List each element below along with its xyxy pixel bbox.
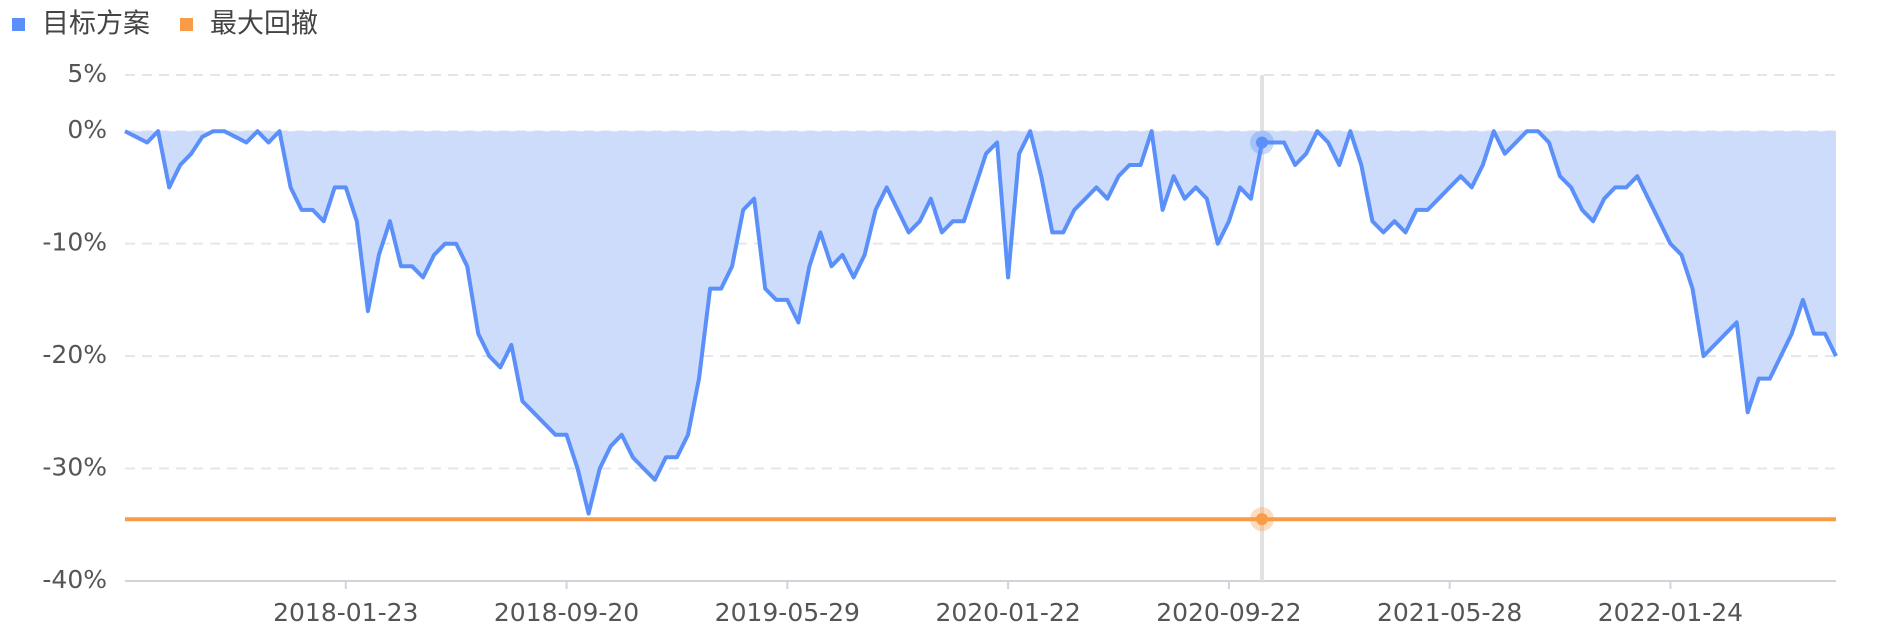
y-tick-label: -20% <box>42 340 107 369</box>
legend-swatch <box>180 18 193 31</box>
x-tick-label: 2018-01-23 <box>273 598 418 625</box>
series-line <box>124 129 1838 516</box>
legend-swatch <box>12 18 25 31</box>
y-tick-label: 5% <box>67 59 107 88</box>
y-tick-label: -10% <box>42 228 107 257</box>
x-tick-label: 2021-05-28 <box>1377 598 1522 625</box>
hover-dot <box>1255 513 1268 526</box>
x-tick-label: 2018-09-20 <box>494 598 639 625</box>
hover-dot <box>1255 136 1268 149</box>
x-tick-label: 2020-09-22 <box>1156 598 1301 625</box>
y-tick-label: -30% <box>42 453 107 482</box>
x-tick-label: 2019-05-29 <box>715 598 860 625</box>
legend-label: 目标方案 <box>42 9 150 40</box>
legend-label: 最大回撤 <box>210 9 318 40</box>
area <box>125 131 1836 514</box>
x-tick-label: 2022-01-24 <box>1598 598 1743 625</box>
y-tick-label: -40% <box>42 565 107 594</box>
y-tick-label: 0% <box>67 115 107 144</box>
x-tick-label: 2020-01-22 <box>935 598 1080 625</box>
